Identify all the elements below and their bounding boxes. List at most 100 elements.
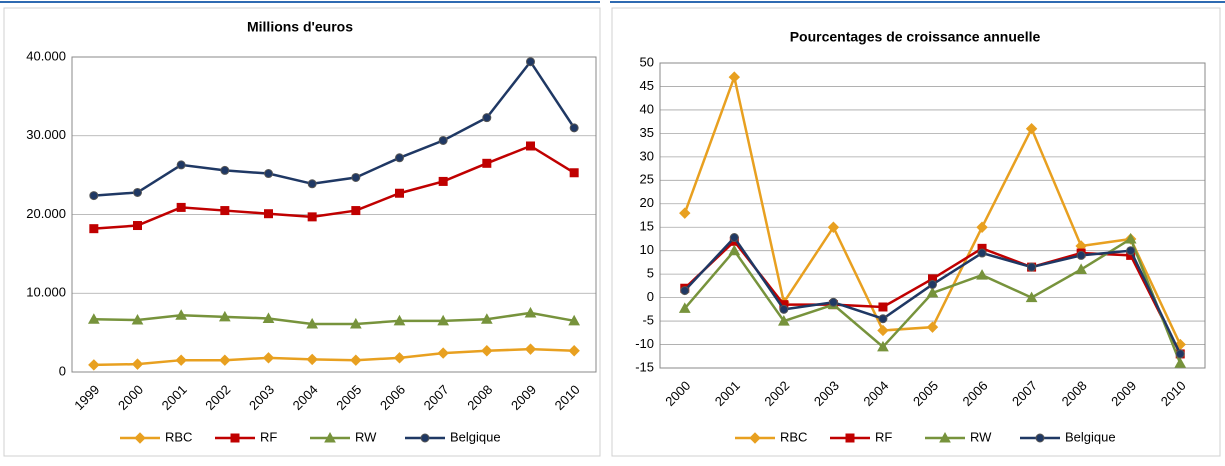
marker bbox=[349, 317, 362, 329]
marker bbox=[569, 168, 579, 178]
chart-title: Pourcentages de croissance annuelle bbox=[790, 29, 1041, 45]
x-tick-label: 2004 bbox=[860, 378, 891, 409]
legend-label: Belgique bbox=[450, 429, 501, 444]
marker bbox=[1025, 122, 1038, 135]
y-tick-label: 40 bbox=[640, 101, 654, 116]
marker bbox=[133, 187, 142, 197]
x-tick-label: 2001 bbox=[712, 378, 743, 409]
x-tick-label: 2007 bbox=[1009, 378, 1040, 409]
marker bbox=[395, 153, 404, 163]
x-tick-label: 2002 bbox=[761, 378, 792, 409]
x-tick-label: 2008 bbox=[464, 382, 495, 413]
marker bbox=[827, 221, 840, 233]
y-tick-label: -5 bbox=[642, 313, 654, 328]
series-line bbox=[93, 144, 575, 230]
chart-title: Millions d'euros bbox=[247, 19, 353, 35]
marker bbox=[680, 286, 690, 296]
x-tick-label: 2000 bbox=[662, 378, 693, 409]
y-tick-label: 30 bbox=[640, 148, 654, 163]
marker bbox=[568, 314, 581, 326]
marker bbox=[524, 306, 537, 318]
marker bbox=[351, 172, 361, 182]
legend-marker bbox=[134, 432, 146, 444]
marker bbox=[220, 165, 230, 175]
legend-marker bbox=[939, 431, 951, 443]
marker bbox=[1075, 263, 1087, 274]
marker bbox=[878, 302, 888, 312]
x-tick-label: 2002 bbox=[202, 382, 233, 413]
series-line bbox=[93, 311, 575, 326]
marker bbox=[175, 309, 188, 320]
marker bbox=[481, 345, 493, 357]
marker bbox=[1076, 250, 1086, 260]
x-tick-label: 2010 bbox=[552, 382, 583, 413]
marker bbox=[480, 313, 493, 324]
marker bbox=[176, 160, 186, 170]
marker bbox=[678, 302, 691, 313]
marker bbox=[828, 297, 838, 307]
marker bbox=[1175, 349, 1185, 359]
series-line bbox=[93, 59, 576, 197]
marker bbox=[437, 347, 449, 359]
panel bbox=[611, 7, 1221, 457]
marker bbox=[729, 233, 739, 243]
x-tick-label: 2004 bbox=[290, 382, 321, 413]
marker bbox=[1174, 357, 1187, 368]
marker bbox=[89, 191, 99, 201]
marker bbox=[218, 310, 231, 322]
x-tick-label: 2005 bbox=[333, 382, 364, 413]
marker bbox=[262, 312, 275, 323]
x-tick-label: 2003 bbox=[811, 378, 842, 409]
y-tick-label: 30.000 bbox=[26, 127, 66, 142]
marker bbox=[350, 354, 362, 366]
x-tick-label: 2009 bbox=[508, 382, 539, 413]
marker bbox=[262, 352, 275, 364]
x-tick-label: 2001 bbox=[159, 382, 190, 413]
marker bbox=[568, 345, 580, 357]
panel bbox=[3, 7, 601, 457]
marker bbox=[728, 244, 741, 256]
marker bbox=[524, 343, 537, 355]
y-tick-label: 20 bbox=[640, 195, 654, 210]
marker bbox=[131, 358, 144, 370]
marker bbox=[438, 176, 448, 186]
legend-label: RW bbox=[970, 429, 992, 444]
marker bbox=[393, 352, 406, 364]
y-tick-label: 0 bbox=[647, 289, 654, 304]
series-line bbox=[93, 347, 575, 367]
x-tick-label: 2006 bbox=[377, 382, 408, 413]
y-tick-label: 50 bbox=[640, 54, 654, 69]
y-tick-label: 15 bbox=[640, 219, 654, 234]
y-tick-label: 25 bbox=[640, 172, 654, 187]
legend-marker bbox=[1035, 433, 1045, 443]
marker bbox=[307, 212, 317, 222]
marker bbox=[1025, 291, 1038, 303]
y-tick-label: 20.000 bbox=[26, 206, 66, 221]
marker bbox=[779, 304, 789, 314]
x-tick-label: 1999 bbox=[71, 382, 102, 413]
y-tick-label: 10.000 bbox=[26, 285, 66, 300]
plot-border bbox=[659, 62, 1206, 369]
x-tick-label: 2000 bbox=[115, 382, 146, 413]
marker bbox=[976, 269, 988, 280]
marker bbox=[482, 113, 492, 123]
marker bbox=[728, 71, 741, 83]
marker bbox=[877, 340, 889, 352]
marker bbox=[878, 314, 888, 324]
marker bbox=[220, 206, 230, 216]
marker bbox=[351, 206, 361, 216]
marker bbox=[569, 123, 579, 133]
marker bbox=[393, 314, 406, 326]
y-tick-label: 0 bbox=[59, 363, 66, 378]
x-tick-label: 2007 bbox=[421, 382, 452, 413]
marker bbox=[976, 221, 988, 233]
marker bbox=[264, 169, 273, 179]
marker bbox=[437, 314, 450, 326]
legend-label: RBC bbox=[165, 429, 192, 444]
y-tick-label: 40.000 bbox=[26, 48, 66, 63]
legend-marker bbox=[845, 433, 855, 443]
legend-marker bbox=[324, 431, 336, 443]
legend-label: RF bbox=[875, 429, 892, 444]
legend-label: RBC bbox=[780, 429, 807, 444]
